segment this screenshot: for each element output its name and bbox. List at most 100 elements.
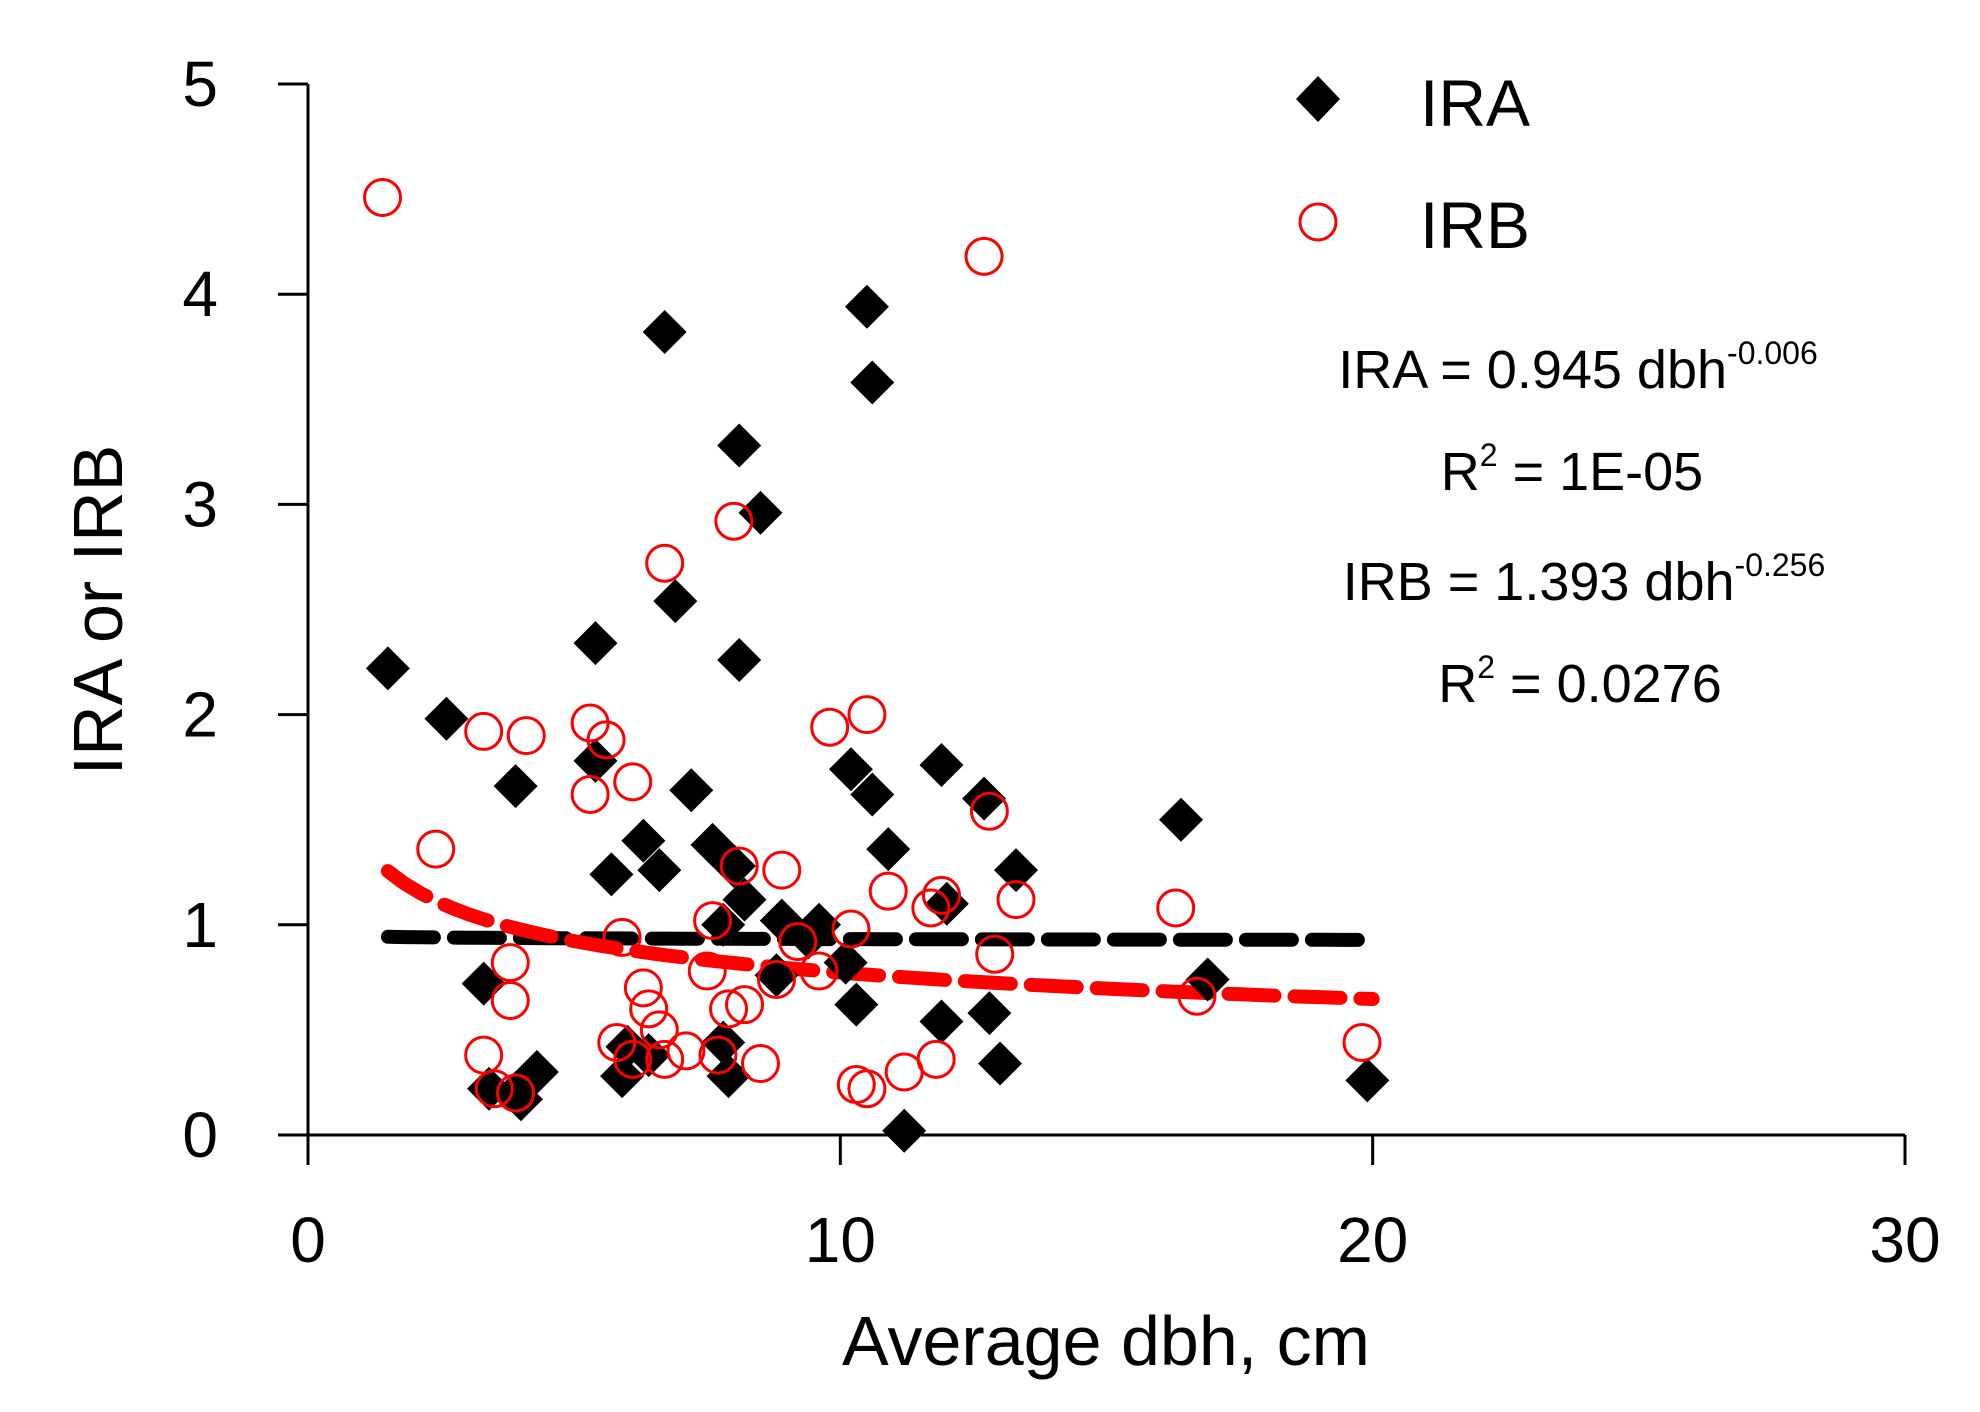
irb-point [916,1039,956,1079]
x-ticks: 0 10 20 30 [290,1135,1941,1276]
ira-point [493,764,538,809]
irb-point [778,922,818,962]
irb-point [464,711,504,751]
irb-point [719,846,759,886]
irb-point [623,968,663,1008]
irb-point [570,774,610,814]
y-tick-label: 2 [182,679,218,751]
ira-point [637,848,682,893]
ira-point [919,999,964,1044]
ira-point [701,902,746,947]
ira-fit-equation: IRA = 0.945 dbh-0.006 [1338,335,1818,400]
irb-point [416,829,456,869]
irb-point [847,1069,887,1109]
irb-point [666,1031,706,1071]
y-tick-label: 0 [182,1099,218,1171]
legend-irb-circle-icon [1298,202,1338,242]
irb-point [613,762,653,802]
irb-point [602,917,642,957]
y-tick-label: 3 [182,468,218,540]
markers [363,178,1390,1153]
irb-point [810,707,850,747]
irb-point [693,901,733,941]
ira-point [573,621,618,666]
x-axis-title: Average dbh, cm [842,1302,1370,1380]
ira-point [834,982,879,1027]
plot-area [278,84,1905,1137]
ira-point [722,877,767,922]
ira-point [967,991,1012,1036]
ira-point [962,776,1007,821]
irb-point [506,716,546,756]
fit-equations: IRA = 0.945 dbh-0.006 R2 = 1E-05 IRB = 1… [1338,335,1825,714]
ira-point [1159,797,1204,842]
ira-point [919,743,964,788]
irb-point [868,871,908,911]
y-tick-label: 5 [182,48,218,120]
ira-point [706,1054,751,1099]
irb-point [799,951,839,991]
ira-point [850,360,895,405]
ira-point [978,1041,1023,1086]
ira-point [589,852,634,897]
ira-point [717,637,762,682]
irb-point [756,959,796,999]
irb-r-squared: R2 = 0.0276 [1438,649,1722,714]
irb-point [586,720,626,760]
ira-point [461,961,506,1006]
legend-ira-label: IRA [1420,66,1530,140]
irb-point [698,1035,738,1075]
ira-point [717,423,762,468]
irb-point [464,1035,504,1075]
irb-point [847,695,887,735]
legend: IRA IRB [1296,66,1530,262]
ira-point [844,284,889,329]
irb-point [964,236,1004,276]
irb-point [725,985,765,1025]
irb-point [645,543,685,583]
ira-point [514,1049,559,1094]
x-tick-label: 20 [1337,1204,1408,1276]
irb-point [911,888,951,928]
ira-point [642,310,687,355]
ira-point [669,768,714,813]
irb-point [921,875,961,915]
irb-point [639,1010,679,1050]
irb-point [687,951,727,991]
irb-point [490,980,530,1020]
ira-point [573,738,618,783]
ira-r-squared: R2 = 1E-05 [1441,437,1703,502]
irb-point [740,1044,780,1084]
y-axis-title: IRA or IRB [59,445,137,776]
legend-irb-label: IRB [1420,188,1530,262]
ira-point [797,902,842,947]
ira-point [1345,1058,1390,1103]
irb-point [363,178,403,218]
irb-point [1156,888,1196,928]
ira-point [701,1020,746,1065]
y-tick-label: 1 [182,889,218,961]
ira-point [600,1054,645,1099]
ira-point [1185,957,1230,1002]
x-tick-label: 10 [805,1204,876,1276]
ira-point [994,848,1039,893]
irb-point [496,1073,536,1113]
ira-point [626,1033,671,1078]
irb-point [645,1039,685,1079]
ira-point [424,696,469,741]
irb-point [1342,1023,1382,1063]
ira-point [621,818,666,863]
ira-point [850,772,895,817]
ira-point [653,579,698,624]
legend-ira-diamond-icon [1296,76,1340,122]
ira-point [365,646,410,691]
irb-point [629,989,669,1029]
irb-point [613,1039,653,1079]
ira-point [738,490,783,535]
irb-point [490,943,530,983]
irb-fit-equation: IRB = 1.393 dbh-0.256 [1343,547,1826,612]
y-ticks: 0 1 2 3 4 5 [182,48,308,1171]
irb-point [762,850,802,890]
ira-point [882,1108,927,1153]
